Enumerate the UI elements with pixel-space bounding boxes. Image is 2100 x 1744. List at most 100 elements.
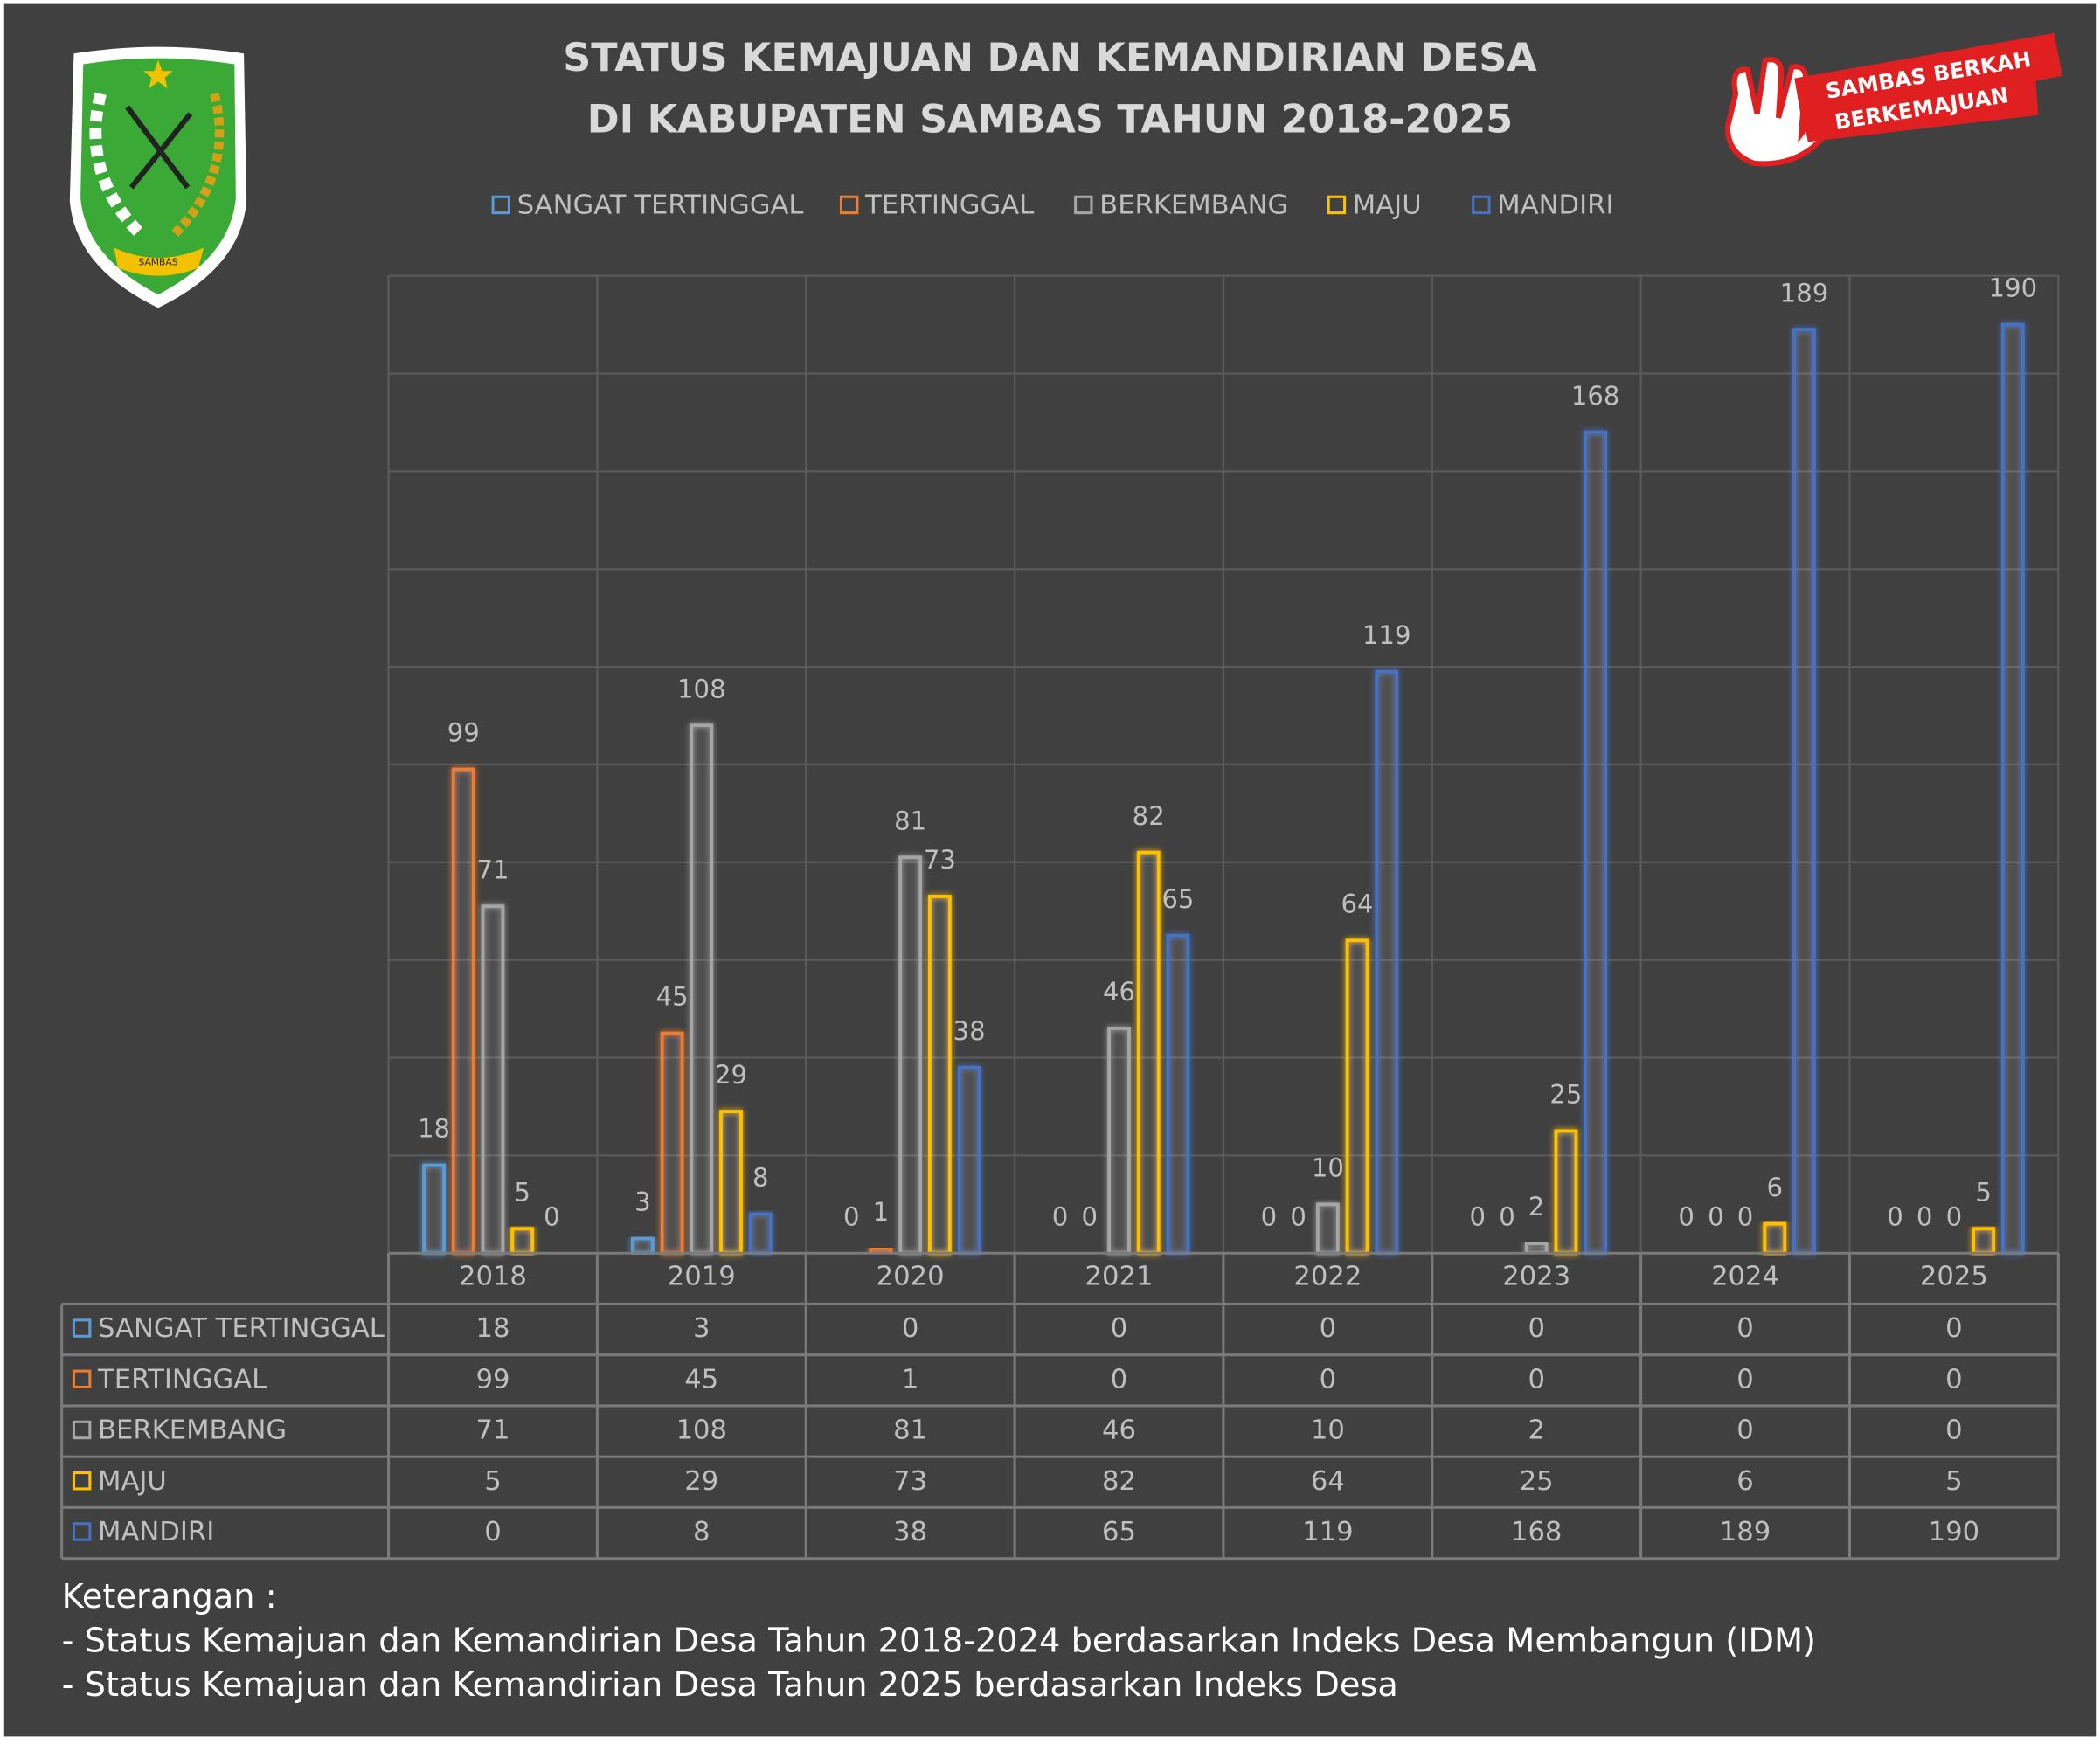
bar bbox=[2000, 322, 2025, 1256]
legend-swatch bbox=[72, 1420, 92, 1440]
table-cell: 1 bbox=[902, 1364, 918, 1395]
table-row-label: MAJU bbox=[98, 1466, 167, 1497]
table-cell: 0 bbox=[1528, 1364, 1545, 1395]
background bbox=[3, 3, 2097, 1737]
data-label: 0 bbox=[1737, 1201, 1754, 1231]
bar bbox=[1375, 669, 1399, 1256]
table-cell: 82 bbox=[1102, 1466, 1136, 1497]
bar bbox=[660, 1031, 684, 1256]
bar bbox=[1792, 328, 1816, 1256]
data-label: 0 bbox=[1261, 1201, 1278, 1231]
legend-swatch bbox=[72, 1318, 92, 1338]
bar bbox=[719, 1110, 743, 1256]
bar bbox=[1166, 933, 1190, 1256]
data-label: 82 bbox=[1133, 801, 1165, 831]
data-label: 0 bbox=[1052, 1201, 1069, 1231]
table-cell: 46 bbox=[1102, 1415, 1136, 1446]
bar bbox=[481, 904, 505, 1256]
table-cell: 38 bbox=[893, 1517, 927, 1547]
legend-swatch bbox=[839, 195, 859, 215]
data-label: 189 bbox=[1780, 278, 1829, 308]
table-cell: 45 bbox=[684, 1364, 718, 1395]
table-cell: 64 bbox=[1311, 1466, 1345, 1497]
x-tick-label: 2021 bbox=[1085, 1261, 1154, 1291]
x-tick-label: 2018 bbox=[459, 1261, 527, 1291]
bar bbox=[748, 1212, 773, 1256]
x-tick-label: 2020 bbox=[877, 1261, 945, 1291]
x-tick-label: 2019 bbox=[668, 1261, 736, 1291]
table-cell: 71 bbox=[475, 1415, 509, 1446]
bar bbox=[1345, 938, 1369, 1256]
chart-title: DI KABUPATEN SAMBAS TAHUN 2018-2025 bbox=[587, 97, 1513, 142]
legend-swatch bbox=[1327, 195, 1347, 215]
bar bbox=[1524, 1242, 1549, 1256]
data-label: 119 bbox=[1362, 620, 1411, 650]
table-cell: 0 bbox=[1111, 1313, 1128, 1344]
table-cell: 0 bbox=[1945, 1313, 1963, 1344]
table-row-label: MANDIRI bbox=[98, 1517, 214, 1547]
x-tick-label: 2024 bbox=[1711, 1261, 1779, 1291]
data-label: 25 bbox=[1549, 1080, 1582, 1110]
table-row-label: BERKEMBANG bbox=[98, 1415, 287, 1446]
table-cell: 0 bbox=[1528, 1313, 1545, 1344]
table-cell: 0 bbox=[1736, 1415, 1754, 1446]
data-label: 65 bbox=[1161, 884, 1194, 914]
bar bbox=[630, 1236, 655, 1256]
bar bbox=[927, 895, 952, 1256]
legend-swatch bbox=[1074, 195, 1093, 215]
bar bbox=[1136, 850, 1161, 1256]
data-label: 99 bbox=[447, 718, 480, 748]
legend-label: SANGAT TERTINGGAL bbox=[517, 190, 804, 220]
legend-label: TERTINGGAL bbox=[864, 190, 1034, 220]
legend-swatch bbox=[72, 1369, 92, 1389]
bar bbox=[510, 1227, 535, 1256]
table-cell: 18 bbox=[475, 1313, 509, 1344]
table-cell: 190 bbox=[1929, 1517, 1979, 1547]
note-line: - Status Kemajuan dan Kemandirian Desa T… bbox=[62, 1665, 1398, 1705]
table-cell: 5 bbox=[1945, 1466, 1963, 1497]
data-label: 0 bbox=[1887, 1201, 1903, 1231]
data-label: 18 bbox=[418, 1114, 450, 1144]
bar bbox=[690, 723, 714, 1256]
data-label: 5 bbox=[1975, 1177, 1992, 1207]
data-label: 0 bbox=[1708, 1201, 1724, 1231]
data-label: 190 bbox=[1989, 273, 2038, 303]
table-cell: 81 bbox=[893, 1415, 927, 1446]
data-label: 5 bbox=[514, 1177, 530, 1207]
bar bbox=[451, 767, 475, 1256]
table-cell: 0 bbox=[1320, 1364, 1337, 1395]
table-cell: 0 bbox=[1736, 1313, 1754, 1344]
note-line: - Status Kemajuan dan Kemandirian Desa T… bbox=[62, 1622, 1816, 1661]
legend-label: MANDIRI bbox=[1497, 190, 1613, 220]
logo-text: SAMBAS bbox=[138, 256, 177, 267]
table-cell: 25 bbox=[1520, 1466, 1554, 1497]
data-label: 1 bbox=[873, 1197, 890, 1227]
data-label: 71 bbox=[476, 855, 509, 884]
table-cell: 65 bbox=[1102, 1517, 1136, 1547]
bar bbox=[1584, 430, 1608, 1256]
bar bbox=[1763, 1221, 1787, 1256]
bar bbox=[422, 1163, 446, 1256]
table-cell: 0 bbox=[1945, 1415, 1963, 1446]
chart-title: STATUS KEMAJUAN DAN KEMANDIRIAN DESA bbox=[563, 36, 1537, 80]
data-label: 0 bbox=[1946, 1201, 1963, 1231]
table-cell: 108 bbox=[676, 1415, 727, 1446]
table-cell: 73 bbox=[893, 1466, 927, 1497]
legend-swatch bbox=[1472, 195, 1491, 215]
x-tick-label: 2025 bbox=[1920, 1261, 1988, 1291]
x-tick-label: 2023 bbox=[1502, 1261, 1570, 1291]
legend-swatch bbox=[491, 195, 510, 215]
table-cell: 0 bbox=[484, 1517, 502, 1547]
data-label: 10 bbox=[1312, 1152, 1344, 1182]
table-cell: 168 bbox=[1511, 1517, 1562, 1547]
data-label: 0 bbox=[1916, 1201, 1933, 1231]
legend-swatch bbox=[72, 1471, 92, 1491]
data-label: 0 bbox=[1290, 1201, 1306, 1231]
bar bbox=[1107, 1027, 1131, 1256]
table-cell: 0 bbox=[1320, 1313, 1337, 1344]
table-row-label: SANGAT TERTINGGAL bbox=[98, 1313, 385, 1344]
data-label: 0 bbox=[843, 1201, 860, 1231]
legend-label: MAJU bbox=[1353, 190, 1422, 220]
